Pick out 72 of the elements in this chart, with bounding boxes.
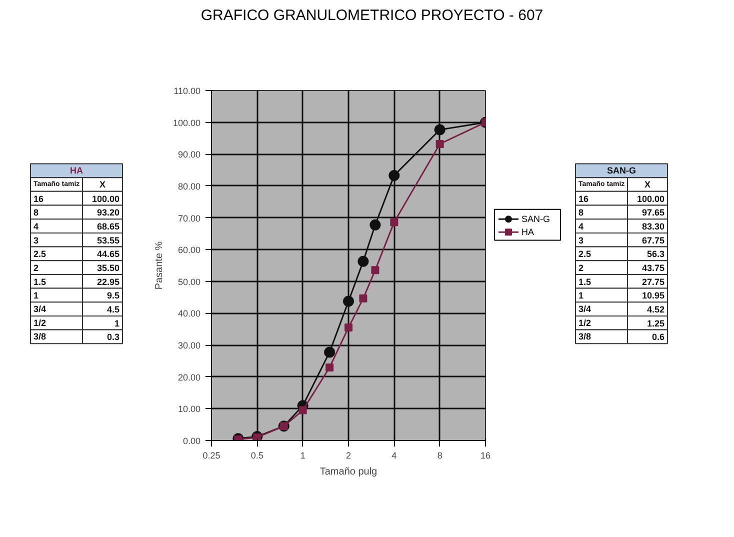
text: 93.20 bbox=[96, 208, 120, 218]
y-tick-label: 40.00 bbox=[178, 308, 201, 319]
text: 53.55 bbox=[96, 235, 120, 246]
text: 1 bbox=[114, 318, 120, 328]
text: 27.75 bbox=[642, 276, 665, 287]
legend-label: HA bbox=[522, 227, 534, 238]
y-tick-label: 0.00 bbox=[182, 436, 201, 446]
text: 100.00 bbox=[92, 194, 120, 204]
text: 68.65 bbox=[96, 222, 120, 232]
text: 44.65 bbox=[96, 249, 120, 260]
text: 35.50 bbox=[96, 263, 120, 274]
text: 1.5 bbox=[578, 276, 592, 287]
y-tick-label: 30.00 bbox=[178, 340, 201, 351]
y-tick-label: 90.00 bbox=[178, 150, 201, 160]
text: HA bbox=[70, 166, 83, 176]
text: 67.75 bbox=[642, 235, 665, 246]
x-tick-label: 8 bbox=[437, 450, 442, 460]
text: X bbox=[644, 180, 651, 190]
text: 9.5 bbox=[106, 290, 120, 301]
text: 2 bbox=[34, 263, 39, 274]
x-tick-label: 1 bbox=[300, 450, 306, 460]
text: 0.3 bbox=[106, 332, 120, 342]
text: 1 bbox=[578, 290, 584, 301]
text: 43.75 bbox=[642, 263, 665, 274]
text: 3 bbox=[578, 235, 584, 246]
x-tick-label: 16 bbox=[480, 450, 491, 460]
text: 1 bbox=[34, 290, 39, 301]
text: 16 bbox=[578, 194, 589, 204]
y-tick-label: 80.00 bbox=[178, 181, 201, 192]
text: 83.30 bbox=[642, 222, 665, 232]
text: X bbox=[100, 180, 106, 190]
text: 10.95 bbox=[642, 290, 665, 301]
text: 22.95 bbox=[96, 276, 120, 287]
text: 3 bbox=[34, 235, 39, 246]
text: 8 bbox=[34, 208, 39, 218]
text: 3/8 bbox=[578, 332, 592, 342]
text: 4.52 bbox=[646, 304, 665, 315]
text: 1/2 bbox=[578, 318, 592, 328]
text: 56.3 bbox=[646, 249, 665, 260]
text: 4 bbox=[578, 222, 584, 232]
y-tick-label: 70.00 bbox=[178, 213, 201, 224]
text: 1/2 bbox=[34, 318, 46, 328]
legend-label: SAN-G bbox=[522, 214, 550, 224]
text: 1.25 bbox=[646, 318, 665, 328]
x-tick-label: 4 bbox=[392, 450, 397, 460]
chart-title: GRAFICO GRANULOMETRICO PROYECTO - 607 bbox=[200, 6, 544, 26]
y-tick-label: 100.00 bbox=[172, 118, 201, 128]
y-axis-title: Pasante % bbox=[154, 241, 165, 290]
y-tick-label: 10.00 bbox=[178, 404, 201, 414]
text: 100.00 bbox=[636, 194, 665, 204]
text: 0.6 bbox=[652, 332, 665, 342]
text: 4.5 bbox=[106, 304, 120, 315]
text: SAN-G bbox=[607, 166, 636, 176]
text: 2.5 bbox=[34, 249, 46, 260]
y-tick-label: 110.00 bbox=[174, 86, 200, 96]
text: 1.5 bbox=[34, 276, 46, 287]
text: 3/8 bbox=[34, 332, 46, 342]
text: 2.5 bbox=[578, 249, 592, 260]
y-tick-label: 50.00 bbox=[178, 276, 201, 287]
y-tick-label: 20.00 bbox=[178, 372, 201, 382]
y-tick-label: 60.00 bbox=[178, 245, 201, 256]
text: 4 bbox=[34, 222, 39, 232]
text: 8 bbox=[578, 208, 584, 218]
x-tick-label: 2 bbox=[346, 450, 352, 460]
text: 97.65 bbox=[642, 208, 665, 218]
x-tick-label: 0.25 bbox=[202, 450, 220, 460]
text: 3/4 bbox=[578, 304, 592, 314]
text: 16 bbox=[34, 194, 44, 204]
text: 2 bbox=[578, 263, 584, 274]
text: 3/4 bbox=[34, 304, 46, 314]
x-tick-label: 0.5 bbox=[250, 450, 264, 460]
x-axis-title: Tamaño pulg bbox=[320, 466, 378, 478]
